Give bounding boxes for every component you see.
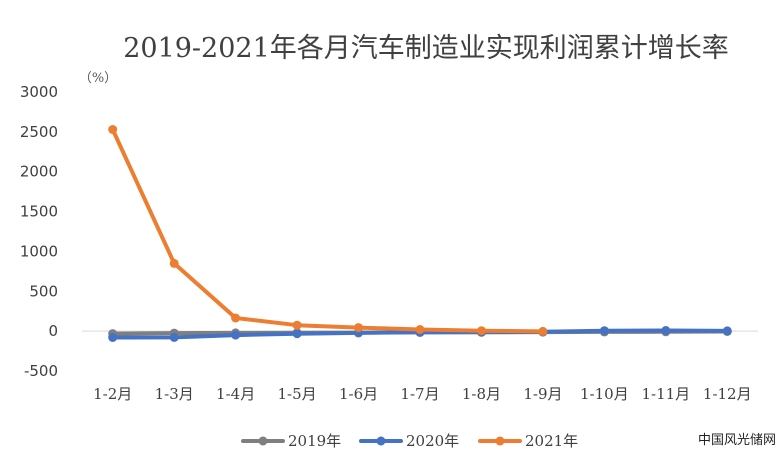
data-point xyxy=(292,329,302,339)
x-tick-label: 1-5月 xyxy=(278,385,317,403)
legend-swatch-marker xyxy=(376,436,386,446)
data-point xyxy=(108,125,118,134)
data-point xyxy=(231,330,241,340)
y-tick-label: 0 xyxy=(48,322,58,340)
series-2021年 xyxy=(108,125,548,336)
x-axis-ticks: 1-2月 1-3月 1-4月 1-5月 1-6月 1-7月 1-8月 1-9月 1-10月 1-1… xyxy=(93,385,751,403)
x-tick-label: 1-7月 xyxy=(400,385,439,403)
y-axis-unit: （%） xyxy=(79,71,117,86)
chart-title: 2019-2021年各月汽车制造业实现利润累计增长率 xyxy=(123,33,729,64)
x-tick-label: 1-10月 xyxy=(580,385,629,403)
data-point xyxy=(231,313,241,323)
legend-label: 2021年 xyxy=(525,432,578,450)
y-tick-label: 2000 xyxy=(20,163,58,181)
y-tick-label: -500 xyxy=(24,362,58,380)
legend-item: 2020年 xyxy=(359,432,459,450)
data-point xyxy=(354,323,363,333)
data-point xyxy=(292,320,302,330)
legend-label: 2020年 xyxy=(406,432,459,450)
legend-item: 2021年 xyxy=(478,432,578,450)
data-point xyxy=(108,333,118,342)
data-point xyxy=(169,258,179,268)
legend-item: 2019年 xyxy=(241,432,341,450)
data-point xyxy=(538,326,548,336)
data-point xyxy=(722,326,732,336)
y-axis-ticks: 3000 2500 2000 1500 1000 500 0 -500 xyxy=(20,83,58,380)
y-tick-label: 1000 xyxy=(20,242,58,260)
data-point xyxy=(415,325,425,334)
data-point xyxy=(477,326,486,336)
data-point xyxy=(661,326,671,335)
y-tick-label: 500 xyxy=(29,282,58,300)
series-lines xyxy=(108,125,732,342)
x-tick-label: 1-6月 xyxy=(339,385,378,403)
legend-label: 2019年 xyxy=(288,432,341,450)
y-tick-label: 2500 xyxy=(20,123,58,141)
y-tick-label: 1500 xyxy=(20,203,58,221)
x-tick-label: 1-9月 xyxy=(523,385,562,403)
x-tick-label: 1-11月 xyxy=(641,385,690,403)
data-point xyxy=(169,332,179,342)
x-tick-label: 1-12月 xyxy=(703,385,752,403)
legend-swatch-marker xyxy=(258,436,268,446)
legend: 2019年 2020年 2021年 xyxy=(241,432,578,450)
x-tick-label: 1-4月 xyxy=(216,385,255,403)
watermark: 中国风光储网 xyxy=(698,433,776,448)
x-tick-label: 1-8月 xyxy=(462,385,501,403)
x-tick-label: 1-2月 xyxy=(93,385,132,403)
x-tick-label: 1-3月 xyxy=(155,385,194,403)
series-line xyxy=(110,127,545,334)
legend-swatch-marker xyxy=(495,436,505,446)
y-tick-label: 3000 xyxy=(20,83,58,101)
data-point xyxy=(599,326,609,336)
